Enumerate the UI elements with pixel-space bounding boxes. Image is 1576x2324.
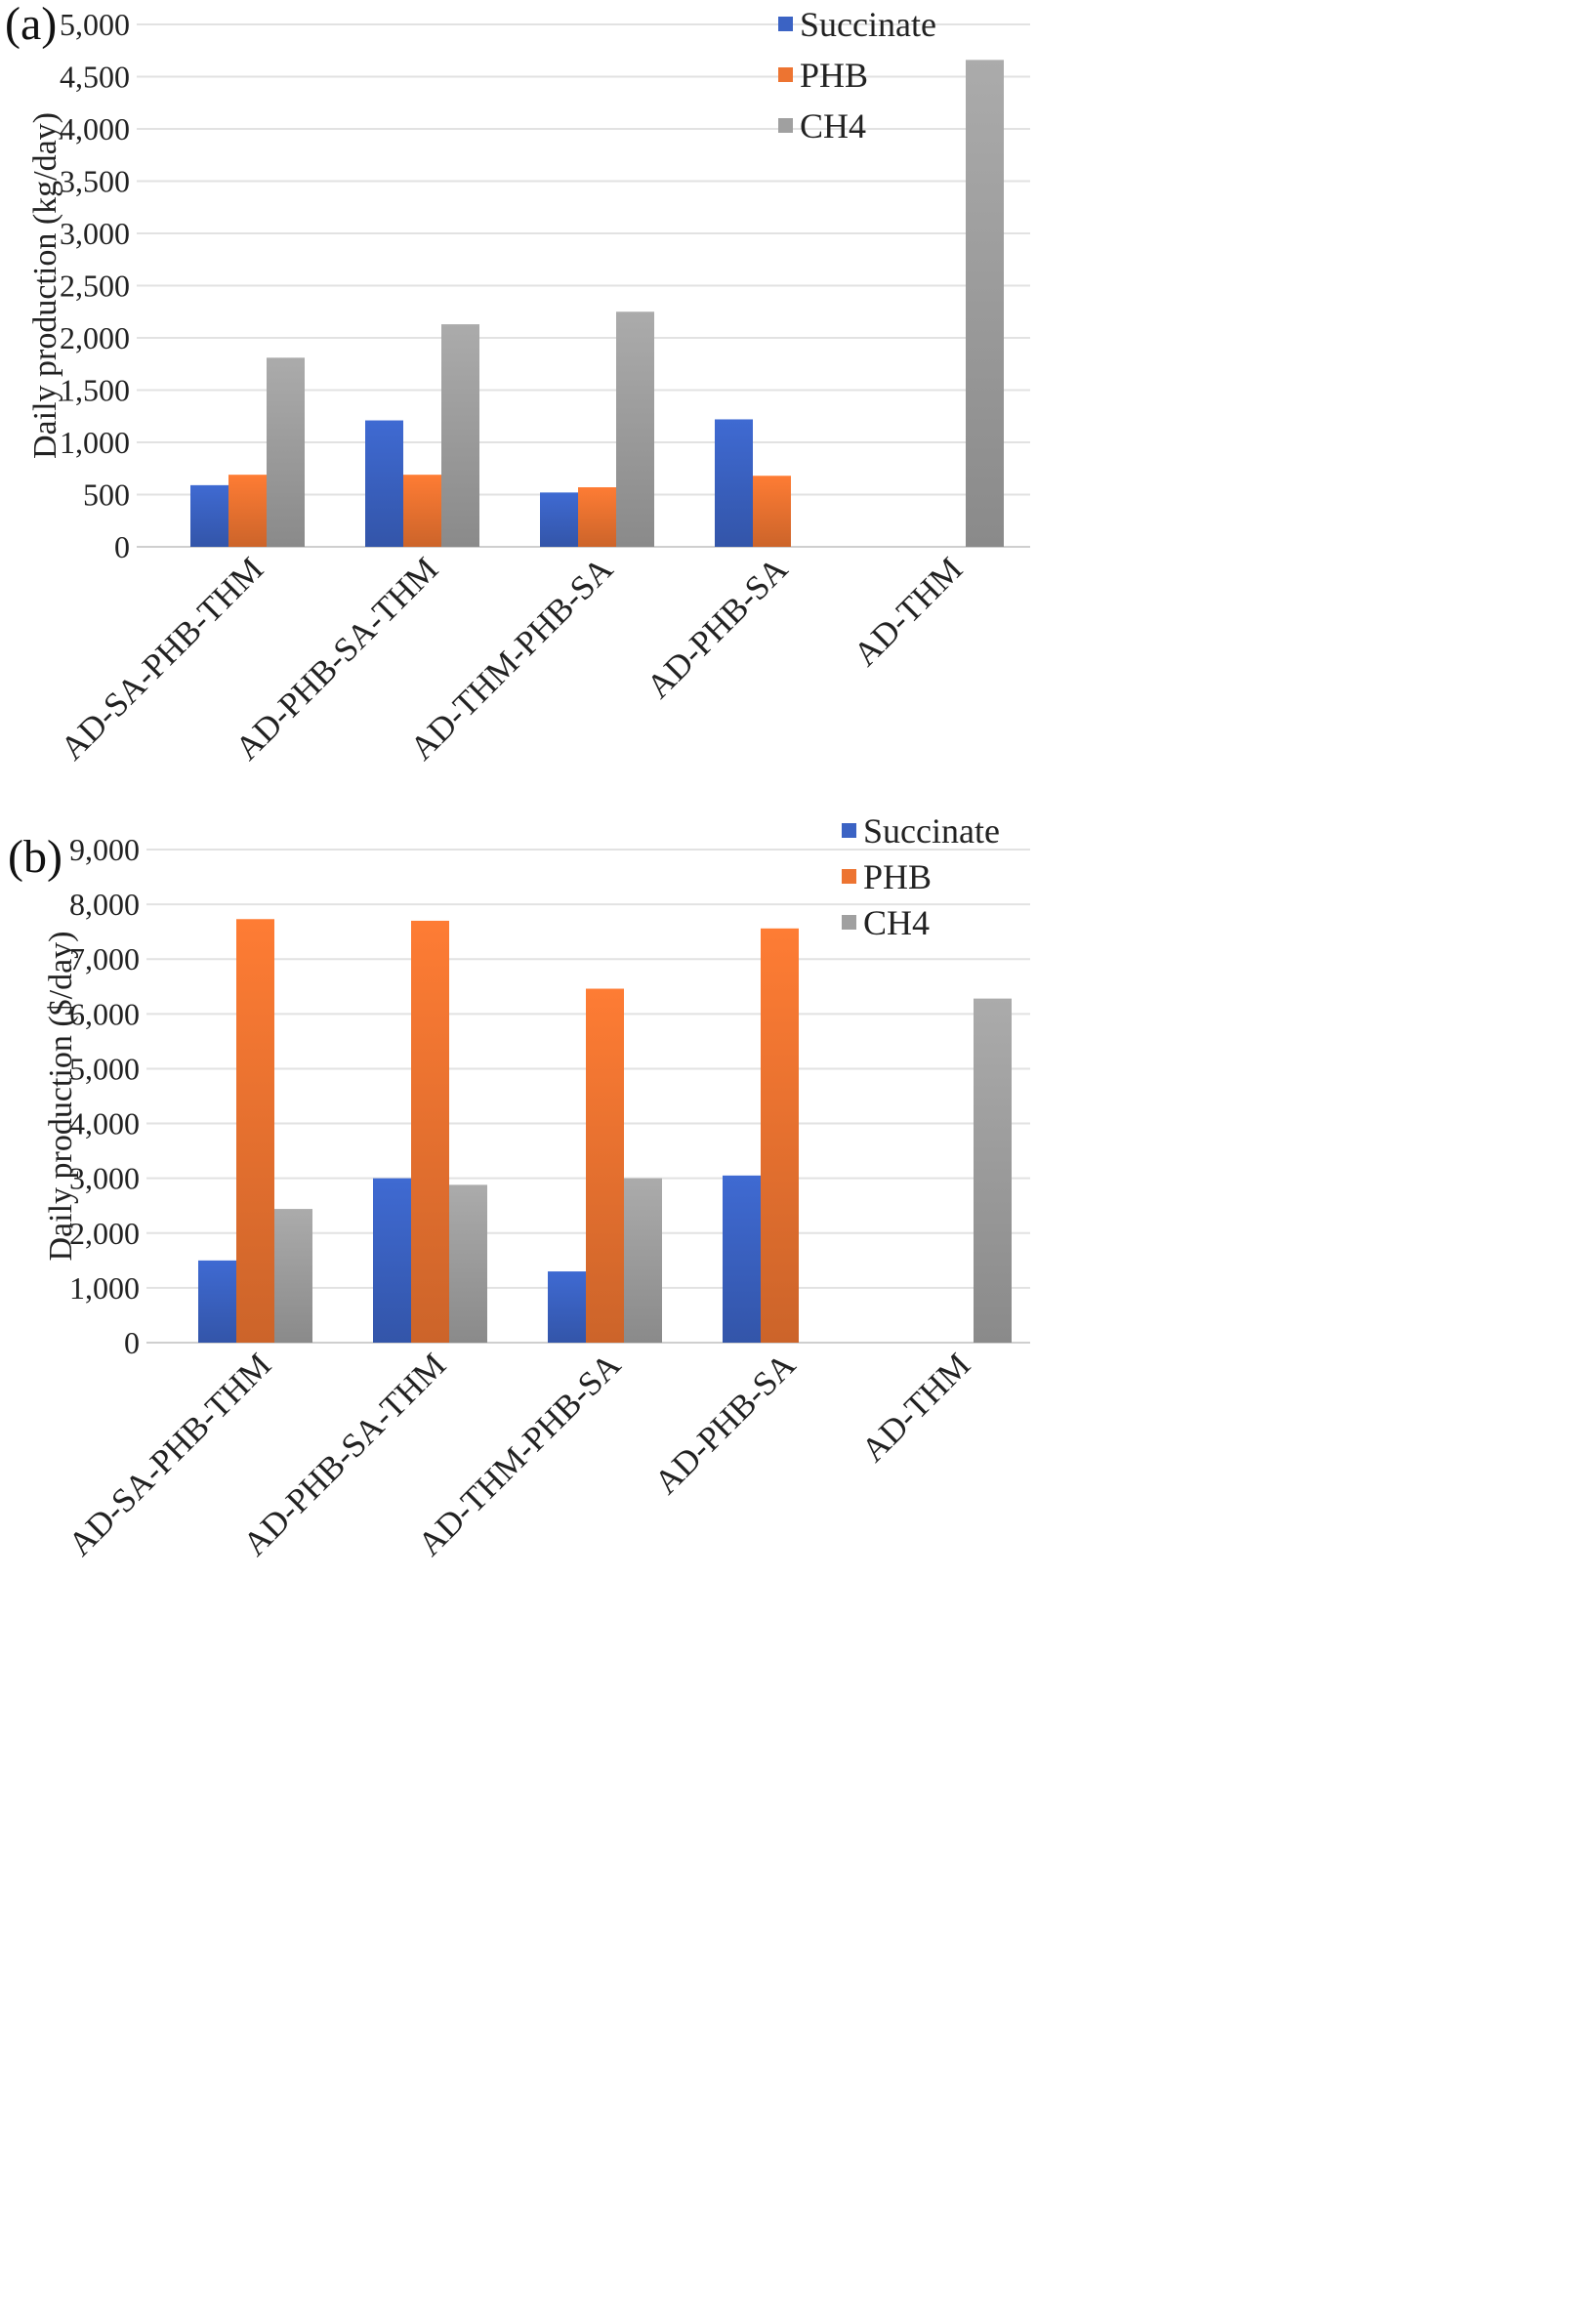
panel-label: (a) <box>5 0 57 50</box>
y-tick-label: 1,000 <box>69 1270 140 1306</box>
bar-succinate-ad-thm-phb-sa <box>540 492 578 547</box>
y-tick-label: 4,500 <box>60 60 130 95</box>
legend-swatch-ch4 <box>842 915 856 930</box>
y-tick-label: 0 <box>114 529 130 564</box>
bar-ch4-ad-thm <box>966 60 1004 547</box>
x-category-label: AD-THM <box>854 1346 978 1470</box>
bar-succinate-ad-thm-phb-sa <box>548 1271 586 1343</box>
y-tick-label: 2,000 <box>60 320 130 355</box>
legend-swatch-succinate <box>778 17 793 31</box>
y-tick-label: 7,000 <box>69 941 140 976</box>
y-tick-label: 9,000 <box>69 832 140 867</box>
bar-phb-ad-phb-sa <box>761 928 799 1343</box>
y-tick-label: 1,500 <box>60 373 130 408</box>
bar-phb-ad-phb-sa-thm <box>411 920 449 1343</box>
bar-succinate-ad-sa-phb-thm <box>198 1260 236 1343</box>
y-tick-label: 5,000 <box>60 7 130 42</box>
legend-swatch-phb <box>778 67 793 82</box>
bar-ch4-ad-phb-sa-thm <box>449 1184 487 1343</box>
bar-ch4-ad-thm-phb-sa <box>624 1178 662 1343</box>
legend-swatch-phb <box>842 869 856 884</box>
bar-ch4-ad-thm-phb-sa <box>616 311 654 547</box>
bar-ch4-ad-sa-phb-thm <box>274 1209 312 1343</box>
chart-panel-b: 0 1,000 2,000 3,000 4,000 5,000 6,000 7,000 8,00… <box>8 811 1030 1563</box>
bar-phb-ad-phb-sa-thm <box>403 475 441 547</box>
y-tick-label: 1,000 <box>60 425 130 460</box>
y-tick-label: 3,500 <box>60 164 130 199</box>
x-category-label: AD-PHB-SA <box>647 1346 804 1502</box>
legend: Succinate PHB CH4 <box>842 811 1000 942</box>
x-category-label: AD-PHB-SA <box>640 550 796 706</box>
y-axis-title: Daily production ($/day) <box>43 931 79 1261</box>
bar-phb-ad-sa-phb-thm <box>236 919 274 1343</box>
y-tick-label: 2,500 <box>60 269 130 304</box>
legend-label-phb: PHB <box>863 857 932 896</box>
y-tick-label: 2,000 <box>69 1216 140 1251</box>
y-tick-label: 4,000 <box>60 111 130 146</box>
x-category-label: AD-THM <box>847 550 971 674</box>
bar-succinate-ad-phb-sa <box>715 419 753 547</box>
bar-phb-ad-thm-phb-sa <box>578 487 616 547</box>
bar-succinate-ad-sa-phb-thm <box>190 484 228 547</box>
y-tick-label: 3,000 <box>69 1161 140 1196</box>
y-tick-labels: 0 1,000 2,000 3,000 4,000 5,000 6,000 7,000 8,00… <box>69 832 140 1360</box>
y-tick-label: 500 <box>83 477 130 513</box>
bars <box>190 60 1004 547</box>
legend-swatch-ch4 <box>778 118 793 133</box>
legend-label-succinate: Succinate <box>863 811 1000 851</box>
bars <box>198 919 1012 1343</box>
y-tick-label: 4,000 <box>69 1106 140 1141</box>
bar-ch4-ad-thm <box>974 998 1012 1343</box>
bar-ch4-ad-phb-sa-thm <box>441 324 479 547</box>
y-tick-label: 0 <box>124 1325 140 1360</box>
y-tick-label: 6,000 <box>69 996 140 1031</box>
y-tick-labels: 0 500 1,000 1,500 2,000 2,500 3,000 3,500 4,000 4… <box>60 7 130 564</box>
legend: Succinate PHB CH4 <box>778 5 936 145</box>
y-tick-label: 8,000 <box>69 887 140 922</box>
bar-ch4-ad-sa-phb-thm <box>267 357 305 547</box>
y-tick-label: 3,000 <box>60 216 130 251</box>
bar-succinate-ad-phb-sa-thm <box>365 420 403 547</box>
bar-phb-ad-sa-phb-thm <box>228 475 267 547</box>
legend-label-ch4: CH4 <box>863 903 930 942</box>
legend-label-succinate: Succinate <box>800 5 936 44</box>
legend-swatch-succinate <box>842 823 856 838</box>
bar-succinate-ad-phb-sa-thm <box>373 1178 411 1343</box>
bar-succinate-ad-phb-sa <box>723 1175 761 1343</box>
bar-phb-ad-thm-phb-sa <box>586 988 624 1343</box>
panel-label: (b) <box>8 831 62 883</box>
legend-label-phb: PHB <box>800 56 868 95</box>
y-axis-title: Daily production (kg/day) <box>27 112 63 459</box>
bar-phb-ad-phb-sa <box>753 476 791 547</box>
legend-label-ch4: CH4 <box>800 106 866 145</box>
y-tick-label: 5,000 <box>69 1051 140 1086</box>
chart-panel-a: 0 500 1,000 1,500 2,000 2,500 3,000 3,500 4,000 4… <box>5 0 1030 768</box>
